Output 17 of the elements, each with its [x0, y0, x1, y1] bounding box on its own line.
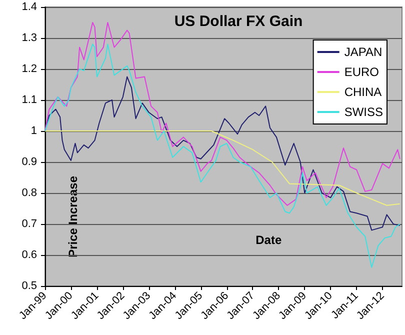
x-axis-title: Date — [256, 233, 282, 247]
legend-label: SWISS — [344, 105, 383, 119]
y-tick-label: 0.7 — [22, 218, 37, 230]
legend-label: JAPAN — [344, 45, 382, 59]
chart-title: US Dollar FX Gain — [174, 13, 303, 30]
y-tick-label: 1.3 — [22, 32, 37, 44]
y-tick-label: 0.8 — [22, 187, 37, 199]
y-tick-label: 1 — [30, 125, 37, 137]
y-tick-label: 1.1 — [22, 94, 37, 106]
legend-label: EURO — [344, 65, 379, 79]
y-tick-label: 0.6 — [22, 249, 37, 261]
y-tick-label: 1.2 — [22, 63, 37, 75]
y-tick-label: 1.4 — [22, 1, 37, 13]
y-tick-label: 0.9 — [22, 156, 37, 168]
legend-label: CHINA — [344, 85, 382, 99]
y-tick-label: 0.5 — [22, 280, 37, 292]
line-series — [44, 44, 400, 268]
